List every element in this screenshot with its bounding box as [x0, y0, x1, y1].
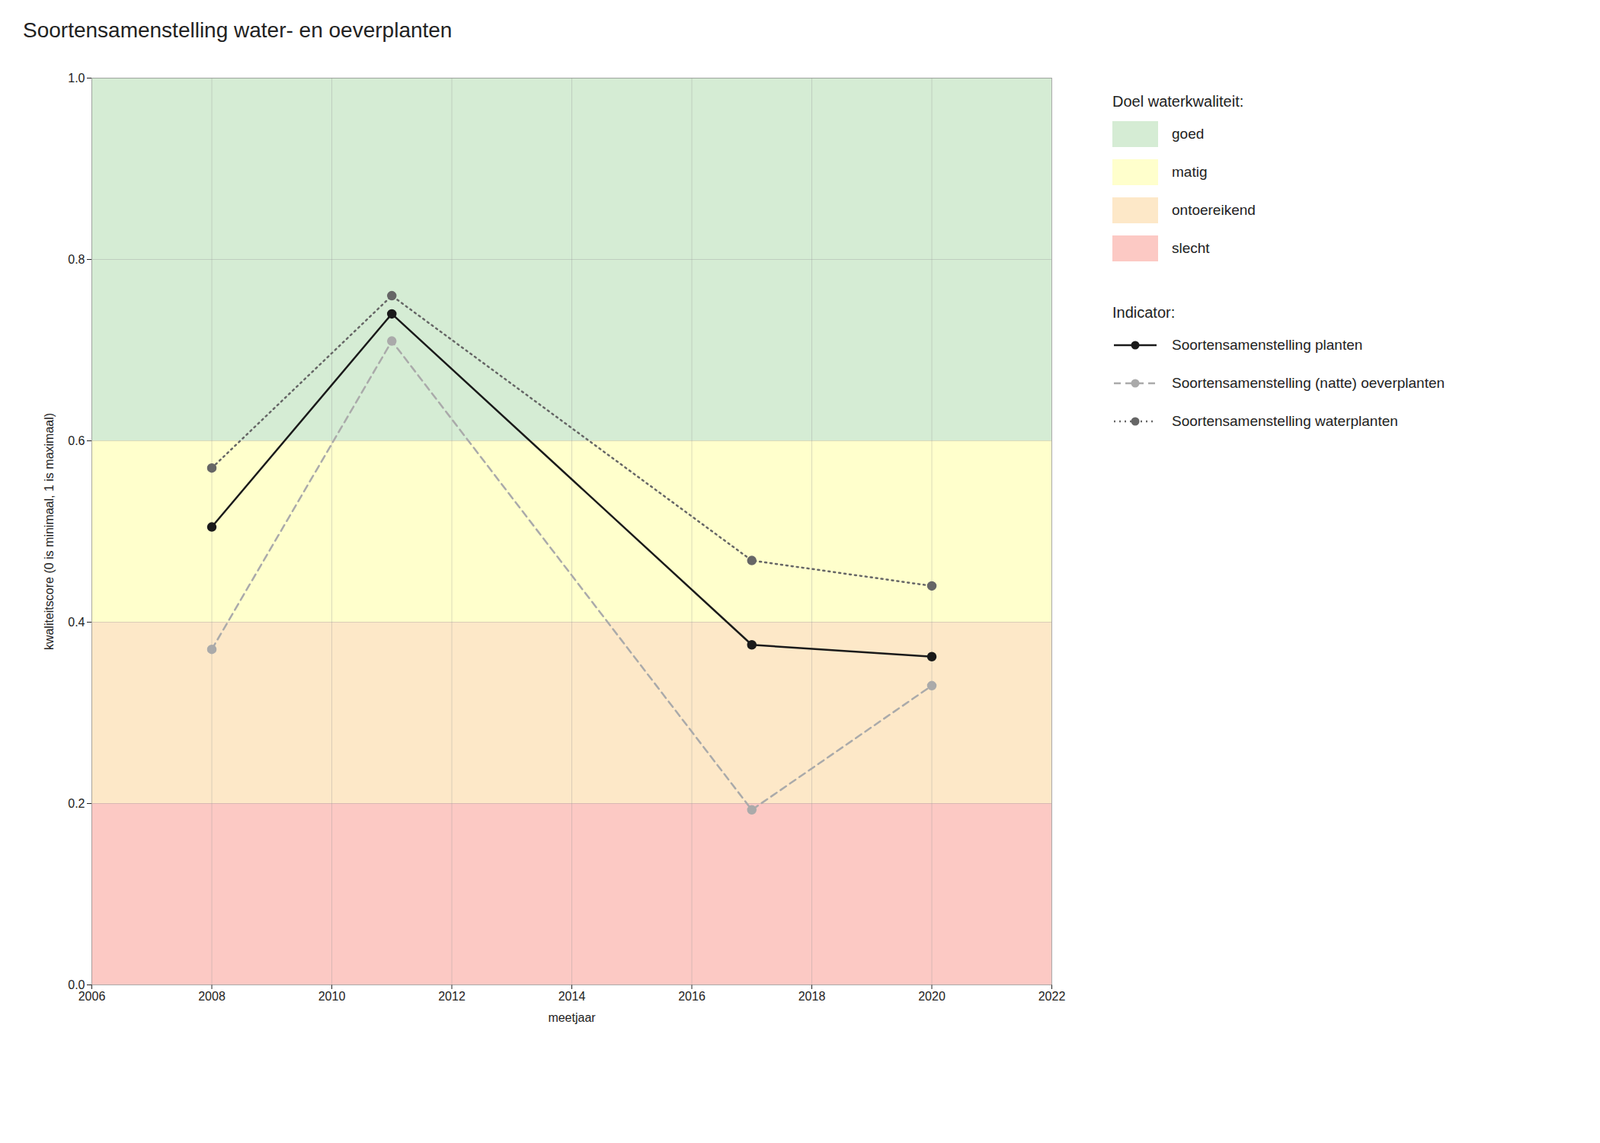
svg-text:kwaliteitscore (0 is minimaal,: kwaliteitscore (0 is minimaal, 1 is maxi… — [42, 412, 56, 650]
html-text:Soortensamenstelling waterplan: Soortensamenstelling waterplanten — [1171, 412, 1398, 429]
svg-text:2022: 2022 — [1038, 989, 1066, 1003]
html-text:Soortensamenstelling (natte) o: Soortensamenstelling (natte) oeverplante… — [1171, 374, 1445, 391]
html-text:Indicator:: Indicator: — [1112, 304, 1176, 321]
svg-text:2020: 2020 — [918, 989, 946, 1003]
html-text:slecht: slecht — [1171, 240, 1210, 256]
html-text:Soortensamenstelling planten: Soortensamenstelling planten — [1171, 336, 1363, 353]
svg-text:0.2: 0.2 — [67, 796, 85, 810]
html-text:Doel waterkwaliteit:: Doel waterkwaliteit: — [1112, 92, 1244, 110]
html-text:Soortensamenstelling water- en: Soortensamenstelling water- en oeverplan… — [22, 18, 453, 42]
svg-text:0.8: 0.8 — [67, 252, 85, 266]
svg-text:0.4: 0.4 — [67, 615, 85, 629]
svg-text:2016: 2016 — [678, 989, 706, 1003]
html-text:matig: matig — [1171, 163, 1208, 180]
svg-text:meetjaar: meetjaar — [547, 1011, 596, 1024]
svg-text:1.0: 1.0 — [67, 71, 85, 85]
svg-text:0.6: 0.6 — [67, 434, 85, 448]
svg-text:2006: 2006 — [78, 989, 106, 1003]
svg-text:2012: 2012 — [438, 989, 466, 1003]
svg-text:0.0: 0.0 — [67, 978, 85, 992]
svg-text:2018: 2018 — [798, 989, 826, 1003]
svg-text:2010: 2010 — [318, 989, 346, 1003]
html-text:goed: goed — [1171, 125, 1205, 142]
svg-text:2008: 2008 — [198, 989, 226, 1003]
svg-text:2014: 2014 — [558, 989, 586, 1003]
html-text:ontoereikend: ontoereikend — [1171, 201, 1256, 218]
